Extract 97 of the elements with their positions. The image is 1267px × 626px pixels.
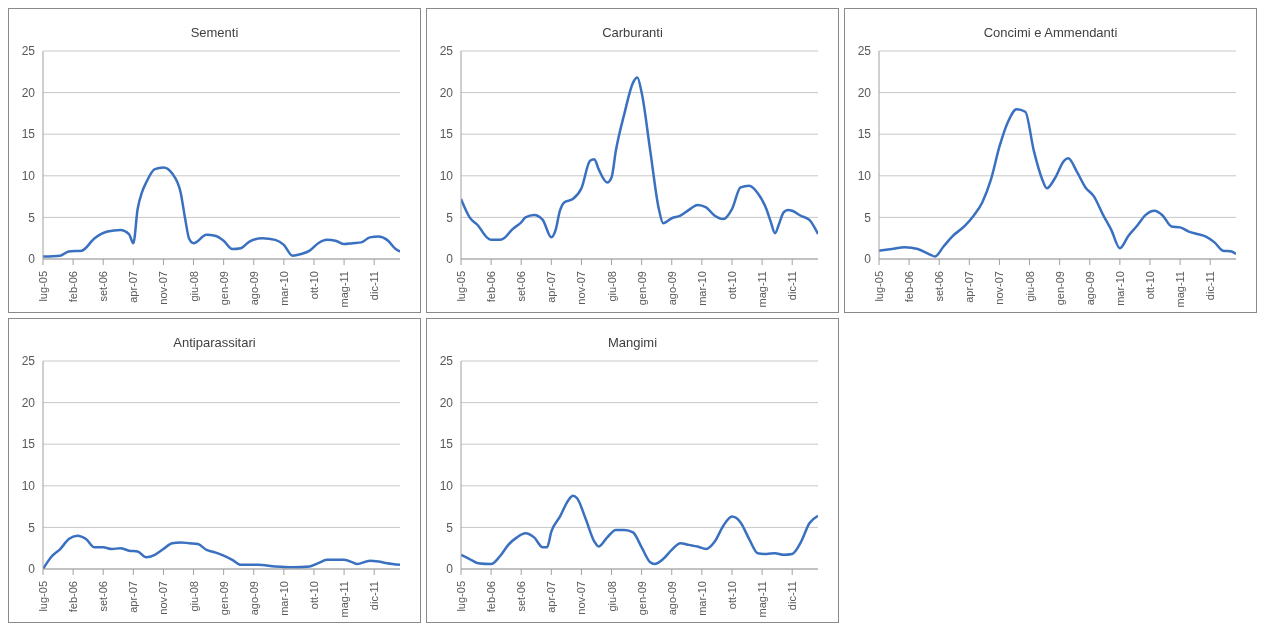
x-tick-label: mar-10: [277, 581, 290, 616]
x-tick-label: ott-10: [307, 581, 320, 610]
x-tick-label: apr-07: [963, 271, 976, 303]
x-tick-label: dic-11: [786, 271, 799, 301]
x-tick-label: ott-10: [725, 581, 738, 610]
x-tick-label: dic-11: [786, 581, 799, 611]
y-tick-label: 0: [446, 252, 454, 267]
x-tick-label: apr-07: [127, 581, 140, 613]
x-tick-label: gen-09: [217, 581, 230, 616]
y-tick-label: 5: [446, 520, 454, 535]
x-tick-label: apr-07: [545, 271, 558, 303]
y-tick-label: 20: [21, 85, 36, 100]
x-tick-label: mar-10: [1113, 271, 1126, 306]
x-tick-label: set-06: [515, 581, 528, 612]
x-tick-label: giu-08: [605, 271, 618, 302]
x-tick-label: dic-11: [368, 271, 381, 301]
x-tick-label: gen-09: [217, 271, 230, 306]
x-tick-label: feb-06: [67, 581, 80, 613]
x-tick-label: nov-07: [575, 271, 588, 305]
x-tick-label: ago-09: [1083, 271, 1096, 306]
x-tick-label: set-06: [97, 271, 110, 302]
x-tick-label: ott-10: [307, 271, 320, 300]
x-tick-label: nov-07: [157, 271, 170, 305]
y-tick-label: 20: [21, 395, 36, 410]
y-tick-label: 25: [21, 44, 36, 59]
x-tick-label: mar-10: [695, 581, 708, 616]
x-tick-label: mag-11: [756, 271, 769, 308]
x-tick-label: mar-10: [277, 271, 290, 306]
y-tick-label: 10: [21, 479, 36, 494]
x-tick-label: giu-08: [1023, 271, 1036, 302]
y-tick-label: 5: [446, 210, 454, 225]
x-tick-label: nov-07: [157, 581, 170, 615]
x-tick-label: giu-08: [187, 581, 200, 612]
x-tick-label: set-06: [515, 271, 528, 302]
x-tick-label: ott-10: [725, 271, 738, 300]
x-tick-label: giu-08: [187, 271, 200, 302]
chart-title: Mangimi: [606, 335, 659, 352]
x-tick-label: mag-11: [756, 581, 769, 618]
y-tick-label: 25: [439, 44, 454, 59]
y-tick-label: 10: [439, 169, 454, 184]
x-tick-label: mag-11: [338, 271, 351, 308]
x-tick-label: lug-05: [455, 271, 467, 302]
y-tick-label: 25: [857, 44, 872, 59]
x-tick-label: ago-09: [665, 271, 678, 306]
y-tick-label: 20: [439, 85, 454, 100]
y-tick-label: 25: [21, 354, 36, 369]
y-tick-label: 5: [864, 210, 872, 225]
x-tick-label: dic-11: [368, 581, 381, 611]
chart-title: Antiparassitari: [172, 335, 257, 352]
y-tick-label: 15: [21, 127, 36, 142]
y-tick-label: 5: [28, 520, 36, 535]
y-tick-label: 5: [28, 210, 36, 225]
x-tick-label: mag-11: [338, 581, 351, 618]
x-tick-label: nov-07: [575, 581, 588, 615]
y-tick-label: 15: [21, 437, 36, 452]
y-tick-label: 10: [21, 169, 36, 184]
y-tick-label: 0: [28, 252, 36, 267]
y-tick-label: 10: [439, 479, 454, 494]
x-tick-label: gen-09: [635, 271, 648, 306]
x-tick-label: ago-09: [247, 581, 260, 616]
x-tick-label: mag-11: [1174, 271, 1187, 308]
y-tick-label: 0: [864, 252, 872, 267]
x-tick-label: ott-10: [1143, 271, 1156, 300]
x-tick-label: dic-11: [1204, 271, 1217, 301]
x-tick-label: gen-09: [635, 581, 648, 616]
chart-title: Sementi: [189, 25, 240, 42]
x-tick-label: feb-06: [903, 271, 916, 303]
x-tick-label: nov-07: [993, 271, 1006, 305]
x-tick-label: set-06: [97, 581, 110, 612]
y-tick-label: 20: [439, 395, 454, 410]
line-series: [461, 494, 818, 566]
y-tick-label: 15: [439, 127, 454, 142]
y-tick-label: 25: [439, 354, 454, 369]
chart-title: Concimi e Ammendanti: [982, 25, 1119, 42]
x-tick-label: feb-06: [485, 271, 498, 303]
x-tick-label: giu-08: [605, 581, 618, 612]
y-tick-label: 15: [439, 437, 454, 452]
x-tick-label: lug-05: [37, 271, 49, 302]
y-tick-label: 15: [857, 127, 872, 142]
x-tick-label: apr-07: [545, 581, 558, 613]
x-tick-label: feb-06: [67, 271, 80, 303]
line-series: [461, 76, 818, 242]
x-tick-label: set-06: [933, 271, 946, 302]
y-tick-label: 10: [857, 169, 872, 184]
x-tick-label: lug-05: [455, 581, 467, 612]
x-tick-label: lug-05: [873, 271, 885, 302]
x-tick-label: mar-10: [695, 271, 708, 306]
x-tick-label: ago-09: [247, 271, 260, 306]
x-tick-label: ago-09: [665, 581, 678, 616]
y-tick-label: 20: [857, 85, 872, 100]
chart-title: Carburanti: [601, 25, 664, 42]
y-tick-label: 0: [28, 562, 36, 577]
x-tick-label: apr-07: [127, 271, 140, 303]
y-tick-label: 0: [446, 562, 454, 577]
x-tick-label: lug-05: [37, 581, 49, 612]
x-tick-label: gen-09: [1053, 271, 1066, 306]
x-tick-label: feb-06: [485, 581, 498, 613]
